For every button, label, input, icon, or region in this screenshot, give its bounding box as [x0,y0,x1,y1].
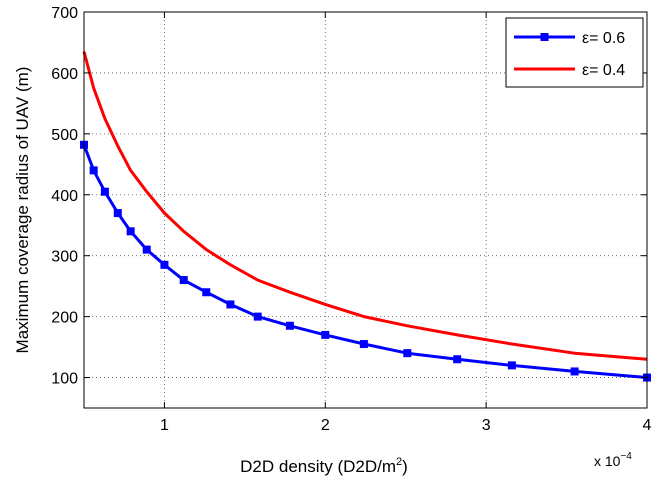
data-point-marker [100,187,109,196]
data-point-marker [142,245,151,254]
series-line [82,51,648,361]
x-tick-label: 3 [482,417,491,434]
legend: ε= 0.6 ε= 0.4 [505,17,644,88]
legend-box [505,17,644,88]
data-point-marker [89,166,98,175]
y-tick-label: 400 [51,188,78,205]
data-point-marker [321,330,330,339]
data-point-marker [126,227,135,236]
data-point-marker [285,321,294,330]
legend-label-eps-0-6: ε= 0.6 [582,30,625,47]
data-point-marker [403,349,412,358]
y-tick-label: 300 [51,249,78,266]
x-axis-multiplier: x 10−4 [594,451,632,469]
data-point-marker [179,276,188,285]
plot-area-frame [83,11,648,409]
y-tick-label: 100 [51,371,78,388]
data-point-marker [570,367,579,376]
y-tick-label: 600 [51,66,78,83]
data-point-marker [160,260,169,269]
legend-marker-eps-0-6 [540,33,549,41]
x-axis-label: D2D density (D2D/m2) [240,456,408,476]
legend-label-eps-0-4: ε= 0.4 [582,62,625,79]
y-axis-label: Maximum coverage radius of UAV (m) [13,67,32,354]
y-tick-label: 200 [51,310,78,327]
data-point-marker [359,340,368,349]
x-tick-label: 4 [643,417,651,434]
y-tick-label: 500 [51,127,78,144]
data-point-marker [202,288,211,297]
data-point-marker [226,300,235,309]
x-tick-label: 2 [321,417,330,434]
axis-ticks: 1 2 3 4 100 200 300 400 500 600 700 [51,5,651,434]
series-layer [80,51,651,382]
data-point-marker [113,209,122,218]
data-point-marker [453,355,462,364]
y-tick-label: 700 [51,5,78,22]
x-tick-label: 1 [160,417,169,434]
data-point-marker [253,312,262,321]
data-point-marker [507,361,516,370]
